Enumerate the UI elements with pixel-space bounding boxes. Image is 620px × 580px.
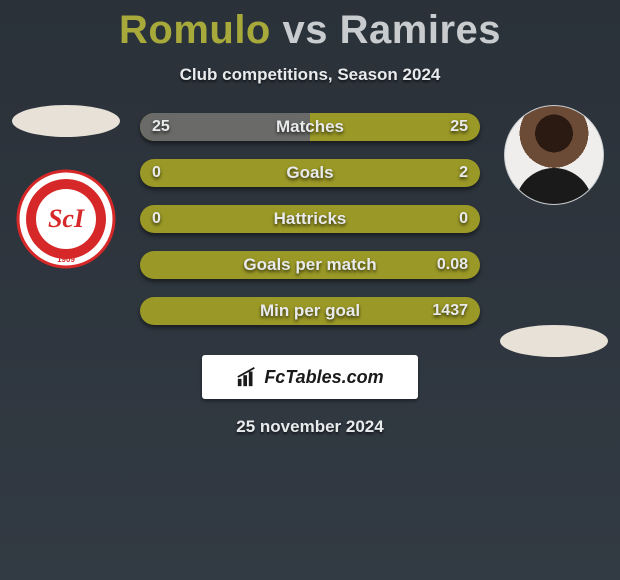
- stat-label: Hattricks: [140, 205, 480, 233]
- stat-value-right: 0.08: [437, 251, 468, 279]
- stat-label: Min per goal: [140, 297, 480, 325]
- player1-name: Romulo: [119, 8, 271, 52]
- stat-value-right: 1437: [432, 297, 468, 325]
- stat-row: Min per goal1437: [140, 297, 480, 325]
- vs-text: vs: [283, 8, 329, 52]
- player2-name: Ramires: [340, 8, 501, 52]
- page-title: Romulo vs Ramires: [0, 0, 620, 53]
- main-area: ScI 1909 25Matches250Goals20Hattricks0Go…: [0, 113, 620, 353]
- subtitle: Club competitions, Season 2024: [0, 65, 620, 85]
- comparison-card: Romulo vs Ramires Club competitions, Sea…: [0, 0, 620, 580]
- stat-row: Goals per match0.08: [140, 251, 480, 279]
- stat-label: Matches: [140, 113, 480, 141]
- stat-label: Goals: [140, 159, 480, 187]
- stat-bars: 25Matches250Goals20Hattricks0Goals per m…: [140, 113, 480, 343]
- stat-row: 0Goals2: [140, 159, 480, 187]
- source-logo-text: FcTables.com: [264, 367, 383, 388]
- stat-row: 0Hattricks0: [140, 205, 480, 233]
- stat-value-right: 2: [459, 159, 468, 187]
- svg-text:1909: 1909: [57, 255, 75, 264]
- stat-value-right: 25: [450, 113, 468, 141]
- player2-club-placeholder-ellipse: [500, 325, 608, 357]
- footer-date: 25 november 2024: [0, 417, 620, 437]
- internacional-badge-icon: ScI 1909: [16, 169, 116, 269]
- svg-text:ScI: ScI: [48, 204, 85, 233]
- bars-chart-icon: [236, 366, 258, 388]
- player1-club-badge: ScI 1909: [16, 169, 116, 269]
- stat-label: Goals per match: [140, 251, 480, 279]
- right-column: [494, 105, 614, 365]
- source-logo-box: FcTables.com: [202, 355, 418, 399]
- player2-photo: [504, 105, 604, 205]
- left-column: ScI 1909: [6, 105, 126, 365]
- stat-value-right: 0: [459, 205, 468, 233]
- stat-row: 25Matches25: [140, 113, 480, 141]
- player1-placeholder-ellipse: [12, 105, 120, 137]
